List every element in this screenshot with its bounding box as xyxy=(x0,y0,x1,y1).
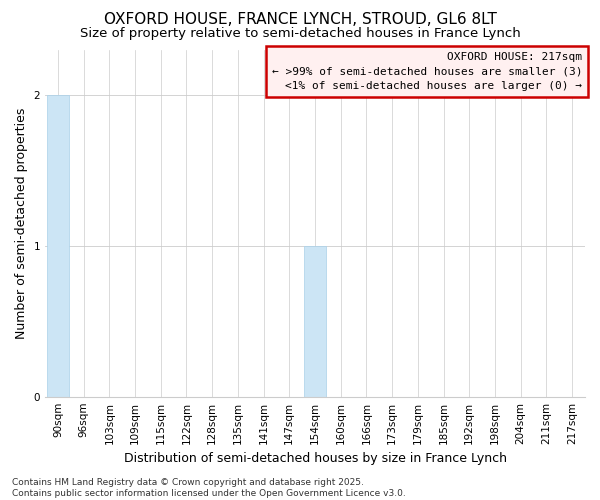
Text: OXFORD HOUSE: 217sqm
← >99% of semi-detached houses are smaller (3)
<1% of semi-: OXFORD HOUSE: 217sqm ← >99% of semi-deta… xyxy=(272,52,583,92)
Text: OXFORD HOUSE, FRANCE LYNCH, STROUD, GL6 8LT: OXFORD HOUSE, FRANCE LYNCH, STROUD, GL6 … xyxy=(104,12,496,28)
Bar xyxy=(304,246,326,396)
Text: Contains HM Land Registry data © Crown copyright and database right 2025.
Contai: Contains HM Land Registry data © Crown c… xyxy=(12,478,406,498)
Bar xyxy=(47,95,69,396)
Text: Size of property relative to semi-detached houses in France Lynch: Size of property relative to semi-detach… xyxy=(80,28,520,40)
Y-axis label: Number of semi-detached properties: Number of semi-detached properties xyxy=(15,108,28,339)
X-axis label: Distribution of semi-detached houses by size in France Lynch: Distribution of semi-detached houses by … xyxy=(124,452,506,465)
